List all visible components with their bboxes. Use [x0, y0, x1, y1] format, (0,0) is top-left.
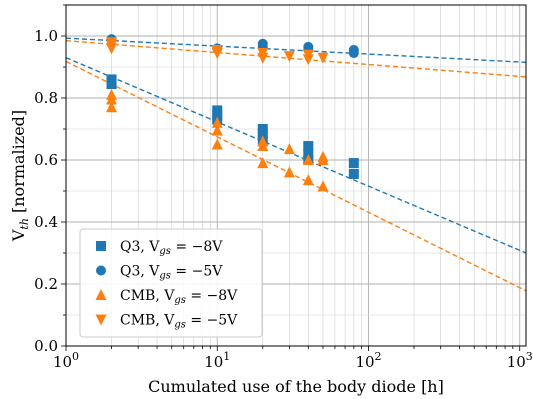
y-axis-label-main: V [9, 229, 28, 242]
data-point-square [303, 148, 314, 159]
data-point-triangle-up [317, 154, 329, 165]
data-point-triangle-up [317, 180, 329, 192]
x-tick-label: 103 [507, 350, 533, 371]
legend: Q3, Vgs = −8V Q3, Vgs = −5V CMB, Vgs = −8V… [79, 228, 263, 338]
ticks-layer: 0.0 0.2 0.4 0.6 0.8 1.0 100 101 102 103 [34, 4, 533, 371]
data-point-triangle-down [283, 51, 295, 63]
legend-marker-triangle-up [95, 289, 107, 300]
y-tick-label: 0.6 [34, 151, 58, 169]
data-point-square [257, 128, 268, 139]
legend-entry-label: CMB, Vgs = −5V [120, 313, 238, 331]
data-point-square [303, 141, 314, 152]
data-point-square [106, 74, 117, 85]
plot-frame [65, 4, 527, 347]
fit-line [65, 57, 527, 254]
data-point-triangle-up [211, 124, 223, 136]
data-point-triangle-up [211, 116, 223, 128]
y-tick-label: 0.4 [34, 213, 58, 231]
legend-marker-square [96, 241, 106, 251]
fit-line [65, 39, 527, 78]
data-point-triangle-down [106, 43, 118, 55]
fit-line [65, 37, 527, 64]
data-point-square [348, 168, 359, 179]
data-point-triangle-up [257, 157, 269, 169]
data-point-triangle-down [302, 54, 314, 66]
data-point-triangle-up [283, 166, 295, 178]
legend-box [79, 228, 263, 338]
fit-line [65, 60, 527, 292]
legend-entry-label: Q3, Vgs = −5V [120, 264, 223, 282]
data-point-triangle-up [283, 143, 295, 155]
data-point-circle [348, 48, 359, 59]
data-point-triangle-up [106, 93, 118, 105]
data-point-triangle-up [302, 174, 314, 186]
legend-entry-label: Q3, Vgs = −8V [120, 239, 223, 257]
y-axis-label-subscript: th [18, 218, 31, 230]
y-tick-label: 0.8 [34, 89, 58, 107]
legend-entry-label: CMB, Vgs = −8V [120, 288, 238, 306]
data-point-triangle-down [257, 52, 269, 64]
x-axis-label: Cumulated use of the body diode [h] [148, 377, 444, 396]
data-point-triangle-up [302, 154, 314, 165]
legend-marker-circle [96, 265, 106, 276]
data-point-triangle-up [211, 138, 223, 150]
y-axis-label-rest: [normalized] [9, 110, 28, 218]
x-tick-label: 102 [355, 350, 381, 371]
data-point-triangle-down [317, 52, 329, 64]
data-point-triangle-down [211, 48, 223, 60]
data-point-square [348, 158, 359, 169]
x-tick-label: 101 [204, 350, 230, 371]
legend-marker-triangle-down [95, 314, 107, 326]
x-tick-label: 100 [53, 350, 79, 371]
y-tick-label: 1.0 [34, 27, 58, 45]
data-point-triangle-up [257, 140, 269, 152]
y-tick-label: 0.2 [34, 275, 58, 293]
y-axis-label: Vth [normalized] [9, 110, 31, 242]
data-points-layer [106, 34, 359, 192]
fit-lines-layer [65, 37, 527, 292]
y-tick-label: 0.0 [34, 337, 58, 355]
data-point-triangle-up [106, 101, 118, 113]
